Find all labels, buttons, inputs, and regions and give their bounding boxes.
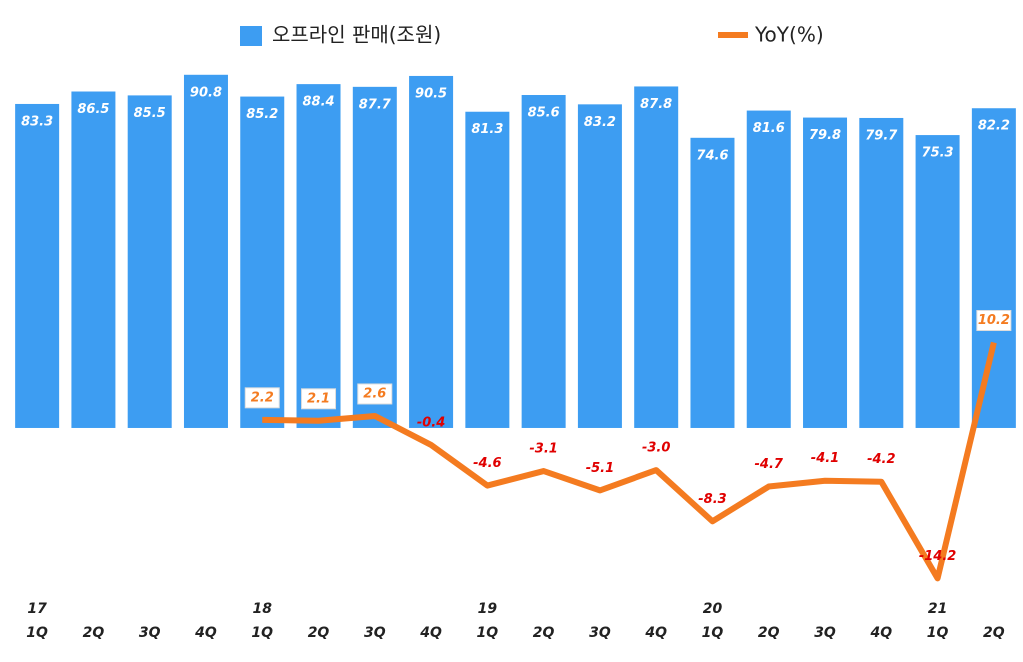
bar-value-label: 85.6 — [528, 106, 560, 121]
bar-value-label: 90.8 — [190, 85, 222, 100]
bar-value-label: 81.3 — [471, 122, 503, 137]
label-box — [244, 387, 280, 409]
bar-value-label: 85.5 — [134, 106, 166, 121]
line-value-label: -3.0 — [642, 441, 670, 456]
x-tick-label: 4Q — [644, 625, 667, 641]
bar — [127, 95, 172, 428]
x-tick-label: 4Q — [869, 625, 892, 641]
bar-value-label: 82.2 — [978, 119, 1010, 134]
bar — [15, 103, 60, 428]
bar — [71, 91, 116, 428]
bar — [803, 117, 848, 428]
x-year-label: 20 — [703, 601, 723, 617]
x-tick-label: 2Q — [308, 625, 330, 641]
line-value-label: -4.6 — [473, 456, 501, 471]
bar — [690, 137, 735, 428]
bar — [240, 96, 285, 428]
bar — [409, 75, 454, 428]
label-box — [301, 388, 337, 410]
line-value-label: 2.1 — [307, 391, 330, 406]
bar — [577, 104, 622, 428]
line-value-label: -8.3 — [698, 492, 726, 507]
bar — [971, 108, 1016, 428]
bar-value-label: 87.7 — [359, 97, 392, 112]
bar-value-label: 81.6 — [753, 121, 785, 136]
yoy-line — [262, 341, 997, 582]
x-year-label: 21 — [928, 601, 947, 617]
bar-value-label: 75.3 — [922, 146, 954, 161]
x-tick-label: 4Q — [419, 625, 442, 641]
line-value-label: -5.1 — [586, 461, 614, 476]
bar-value-label: 74.6 — [696, 148, 728, 163]
x-tick-label: 2Q — [533, 625, 555, 641]
x-tick-label: 4Q — [194, 625, 217, 641]
x-tick-label: 2Q — [758, 625, 780, 641]
x-tick-label: 3Q — [814, 625, 836, 641]
x-tick-label: 3Q — [589, 625, 611, 641]
x-year-label: 18 — [253, 601, 273, 617]
x-tick-label: 2Q — [983, 625, 1005, 641]
x-tick-label: 3Q — [364, 625, 386, 641]
line-value-label: 10.2 — [978, 313, 1010, 328]
x-year-label: 19 — [478, 601, 498, 617]
bar-value-label: 85.2 — [246, 107, 278, 122]
x-tick-label: 1Q — [702, 625, 724, 641]
line-value-label: -4.1 — [811, 451, 839, 466]
x-year-label: 17 — [27, 601, 47, 617]
line-value-label: -14.2 — [919, 549, 956, 564]
bar-value-label: 86.5 — [77, 102, 109, 117]
bar-value-label: 79.7 — [865, 128, 898, 143]
line-value-label: -0.4 — [417, 415, 445, 430]
label-box — [976, 310, 1012, 332]
bar — [521, 95, 566, 428]
line-value-label: -3.1 — [529, 442, 557, 457]
bar-value-label: 90.5 — [415, 86, 447, 101]
line-value-label: 2.6 — [363, 386, 386, 401]
bar — [859, 117, 904, 428]
line-value-label: -4.2 — [867, 452, 895, 467]
bar — [296, 84, 341, 428]
line-value-label: -4.7 — [755, 457, 784, 472]
legend-label: YoY(%) — [754, 23, 824, 47]
label-box — [357, 383, 393, 405]
x-tick-label: 1Q — [477, 625, 499, 641]
x-tick-label: 3Q — [139, 625, 161, 641]
x-tick-label: 1Q — [26, 625, 48, 641]
bar-value-label: 79.8 — [809, 128, 841, 143]
bar-value-label: 83.3 — [21, 114, 53, 129]
legend-label: 오프라인 판매(조원) — [272, 23, 441, 47]
legend-swatch — [240, 26, 262, 46]
bar — [746, 110, 791, 428]
bar-value-label: 87.8 — [640, 97, 672, 112]
bar — [183, 74, 228, 428]
line-value-label: 2.2 — [251, 390, 274, 405]
bar — [465, 111, 510, 428]
x-tick-label: 1Q — [927, 625, 949, 641]
bar — [915, 135, 960, 428]
bar — [352, 86, 397, 428]
bar — [634, 86, 679, 428]
x-tick-label: 1Q — [251, 625, 273, 641]
bar-value-label: 88.4 — [302, 95, 334, 110]
bar-value-label: 83.2 — [584, 115, 616, 130]
x-tick-label: 2Q — [83, 625, 105, 641]
